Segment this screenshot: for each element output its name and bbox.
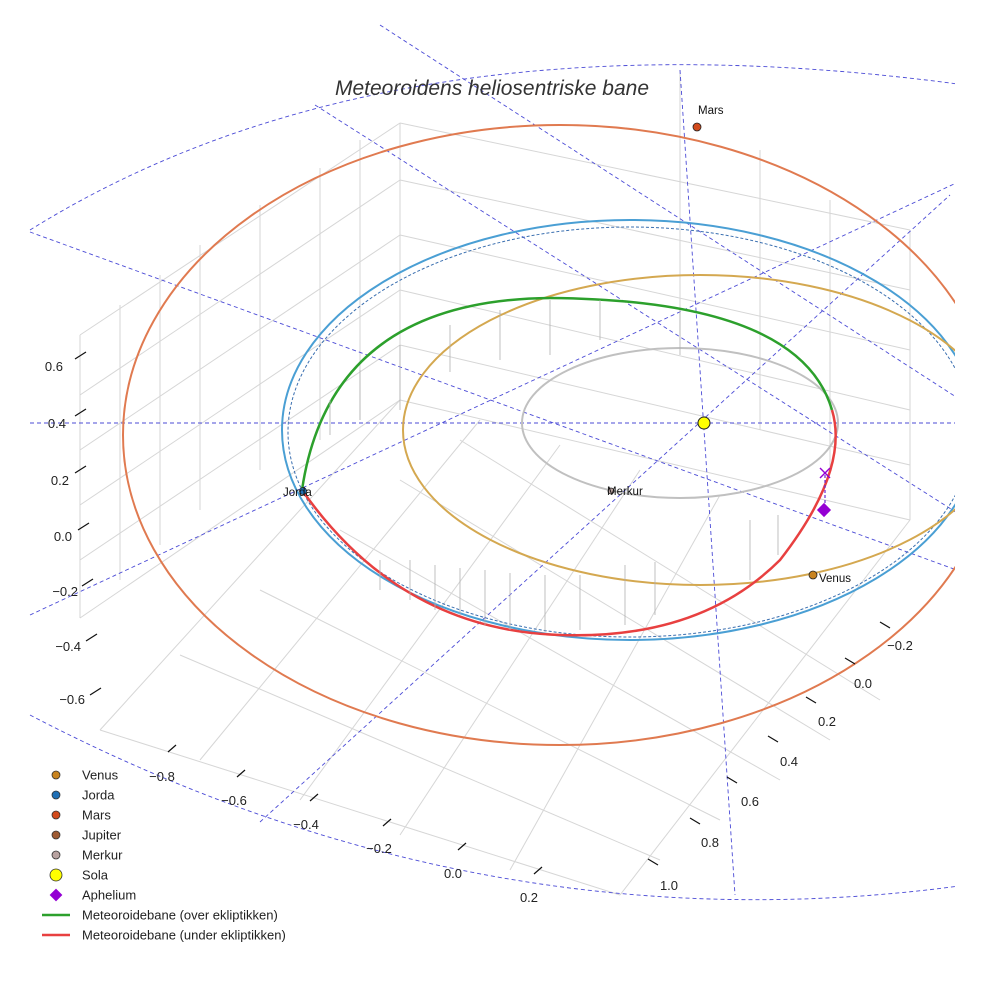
y-tick-label: 1.0: [660, 878, 678, 893]
mercury-marker: [607, 487, 615, 495]
drop-lines: [329, 300, 779, 632]
aphelion-marker: [816, 502, 832, 518]
body-labels: Mars Jorda Venus Merkur: [283, 105, 851, 585]
z-axis: 0.6 0.4 0.2 0.0 −0.2 −0.4 −0.6: [45, 351, 102, 707]
y-tick-label: 0.6: [741, 794, 759, 809]
ecliptic-reference-lines: [29, 24, 955, 901]
y-tick-label: 0.8: [701, 835, 719, 850]
x-tick-label: −0.6: [221, 793, 247, 808]
y-tick-label: −0.2: [887, 638, 913, 653]
legend-label: Jorda: [82, 788, 115, 803]
mercury-label: Merkur: [607, 486, 643, 498]
legend-item: Sola: [49, 868, 109, 883]
meteoroid-orbit-below: [300, 409, 837, 637]
legend-marker-dot: [51, 770, 61, 780]
x-tick-label: −0.4: [293, 817, 319, 832]
z-tick-label: −0.4: [55, 639, 81, 654]
legend-label: Aphelium: [82, 888, 136, 903]
x-tick-label: −0.2: [366, 841, 392, 856]
y-tick-label: 0.4: [780, 754, 798, 769]
legend-marker-diamond: [49, 888, 63, 902]
legend-item: Meteoroidebane (over ekliptikken): [42, 908, 278, 923]
legend-marker-dot: [51, 810, 61, 820]
meteoroid-orbit-above: [300, 296, 834, 491]
earth-label: Jorda: [283, 487, 312, 499]
z-tick-label: 0.0: [54, 529, 72, 544]
legend-item: Aphelium: [49, 888, 136, 903]
x-axis: −0.8 −0.6 −0.4 −0.2 0.0 0.2: [149, 744, 543, 905]
legend-item: Jupiter: [51, 828, 122, 843]
legend-label: Meteoroidebane (over ekliptikken): [82, 908, 278, 923]
legend: Venus Jorda Mars Jupiter Merkur Sola Aphelium M…: [42, 768, 286, 943]
legend-item: Venus: [51, 768, 119, 783]
legend-label: Jupiter: [82, 828, 122, 843]
venus-marker: [808, 570, 818, 580]
legend-marker-dot: [51, 790, 61, 800]
earth-orbit-inner: [287, 226, 955, 638]
x-tick-label: −0.8: [149, 769, 175, 784]
y-tick-label: 0.2: [818, 714, 836, 729]
legend-item: Merkur: [51, 848, 123, 863]
body-markers: [299, 122, 832, 580]
sun-marker: [697, 416, 711, 430]
z-tick-label: 0.2: [51, 473, 69, 488]
legend-label: Sola: [82, 868, 109, 883]
z-tick-label: 0.6: [45, 359, 63, 374]
earth-orbit: [281, 219, 955, 641]
orbits: [122, 124, 955, 746]
z-tick-label: −0.6: [59, 692, 85, 707]
legend-label: Mars: [82, 808, 111, 823]
legend-marker-dot: [51, 830, 61, 840]
venus-orbit: [402, 274, 955, 586]
venus-label: Venus: [819, 573, 851, 585]
x-tick-label: 0.2: [520, 890, 538, 905]
mars-marker: [692, 122, 702, 132]
earth-marker: [299, 487, 307, 495]
y-axis: −0.2 0.0 0.2 0.4 0.6 0.8 1.0: [647, 621, 913, 893]
legend-label: Meteoroidebane (under ekliptikken): [82, 928, 286, 943]
x-tick-label: 0.0: [444, 866, 462, 881]
legend-label: Venus: [82, 768, 119, 783]
legend-item: Mars: [51, 808, 111, 823]
chart-title: Meteoroidens heliosentriske bane: [335, 77, 649, 100]
z-tick-label: −0.2: [52, 584, 78, 599]
legend-marker-dot: [51, 850, 61, 860]
mars-orbit: [122, 124, 955, 746]
legend-item: Meteoroidebane (under ekliptikken): [42, 928, 286, 943]
grid-layer: [79, 70, 911, 896]
z-tick-label: 0.4: [48, 416, 66, 431]
y-tick-label: 0.0: [854, 676, 872, 691]
legend-item: Jorda: [51, 788, 115, 803]
outer-dashed-ellipse: [29, 64, 955, 231]
aphelion-projection-marker: [819, 467, 831, 479]
legend-label: Merkur: [82, 848, 123, 863]
legend-marker-dot: [49, 868, 63, 882]
mars-label: Mars: [698, 105, 724, 117]
